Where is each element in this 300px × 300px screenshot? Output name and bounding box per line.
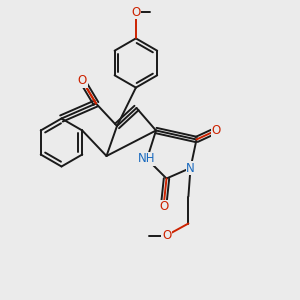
Text: O: O [131, 5, 140, 19]
Text: O: O [212, 124, 220, 137]
Text: O: O [159, 200, 168, 214]
Text: O: O [78, 74, 87, 88]
Text: O: O [162, 229, 171, 242]
Text: NH: NH [138, 152, 156, 166]
Text: N: N [186, 161, 195, 175]
